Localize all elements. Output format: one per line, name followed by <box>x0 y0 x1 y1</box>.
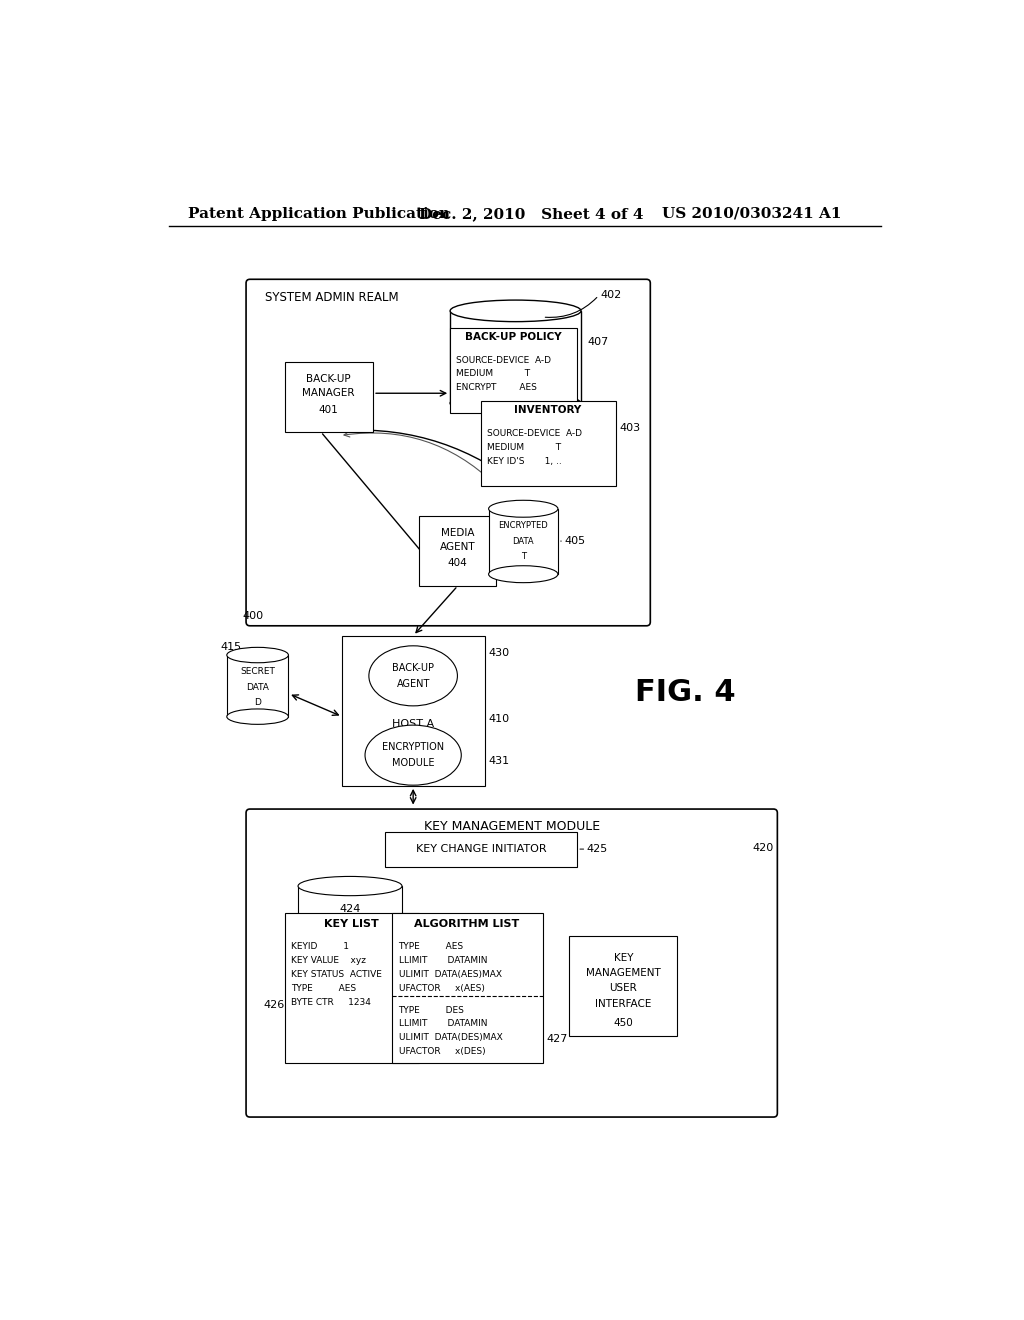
Text: DATA: DATA <box>246 682 269 692</box>
Text: BYTE CTR     1234: BYTE CTR 1234 <box>291 998 371 1007</box>
Text: UFACTOR     x(DES): UFACTOR x(DES) <box>398 1047 485 1056</box>
Bar <box>392 913 543 1063</box>
Bar <box>226 655 289 717</box>
Text: MANAGER: MANAGER <box>302 388 354 399</box>
Text: KEY STATUS  ACTIVE: KEY STATUS ACTIVE <box>291 970 382 979</box>
Text: 426: 426 <box>263 1001 285 1010</box>
Text: D: D <box>254 698 261 708</box>
FancyBboxPatch shape <box>246 280 650 626</box>
Text: ENCRYPTED: ENCRYPTED <box>499 521 548 531</box>
Text: SOURCE-DEVICE  A-D: SOURCE-DEVICE A-D <box>457 355 551 364</box>
Bar <box>481 401 615 486</box>
Text: 405: 405 <box>564 536 585 546</box>
Text: INTERFACE: INTERFACE <box>595 999 651 1008</box>
Text: 420: 420 <box>752 842 773 853</box>
Text: KEY LIST: KEY LIST <box>325 919 379 929</box>
Text: 407: 407 <box>587 337 608 347</box>
Text: USER: USER <box>609 983 637 994</box>
Bar <box>488 508 558 574</box>
Text: AGENT: AGENT <box>440 543 475 552</box>
Text: INVENTORY: INVENTORY <box>514 405 582 416</box>
Text: 403: 403 <box>620 422 641 433</box>
Text: TYPE         AES: TYPE AES <box>291 983 356 993</box>
Text: MEDIA: MEDIA <box>441 528 474 539</box>
Text: DATA: DATA <box>512 537 535 545</box>
Text: Dec. 2, 2010   Sheet 4 of 4: Dec. 2, 2010 Sheet 4 of 4 <box>419 207 644 220</box>
Ellipse shape <box>488 500 558 517</box>
Bar <box>285 363 373 432</box>
Text: KEY MANAGEMENT MODULE: KEY MANAGEMENT MODULE <box>424 820 600 833</box>
Text: 424: 424 <box>339 904 360 915</box>
Text: LLIMIT       DATAMIN: LLIMIT DATAMIN <box>398 1019 487 1028</box>
Text: 404: 404 <box>447 557 468 568</box>
Text: 402: 402 <box>600 290 622 301</box>
Text: ULIMIT  DATA(DES)MAX: ULIMIT DATA(DES)MAX <box>398 1034 502 1043</box>
Text: BACK-UP: BACK-UP <box>306 375 351 384</box>
Text: US 2010/0303241 A1: US 2010/0303241 A1 <box>662 207 842 220</box>
Text: Patent Application Publication: Patent Application Publication <box>188 207 451 220</box>
Text: SOURCE-DEVICE  A-D: SOURCE-DEVICE A-D <box>487 429 582 438</box>
Text: ENCRYPTION: ENCRYPTION <box>382 742 444 752</box>
Text: BACK-UP POLICY: BACK-UP POLICY <box>465 333 561 342</box>
Ellipse shape <box>451 300 581 322</box>
Ellipse shape <box>298 876 402 896</box>
Bar <box>385 832 578 867</box>
Text: ALGORITHM LIST: ALGORITHM LIST <box>415 919 519 929</box>
Text: MEDIUM           T: MEDIUM T <box>457 370 530 379</box>
Text: ENCRYPT        AES: ENCRYPT AES <box>457 383 538 392</box>
Text: 427: 427 <box>547 1034 567 1044</box>
Text: T: T <box>521 552 525 561</box>
Text: BACK-UP: BACK-UP <box>392 663 434 673</box>
Text: MANAGEMENT: MANAGEMENT <box>586 968 660 978</box>
Text: UFACTOR     x(AES): UFACTOR x(AES) <box>398 983 484 993</box>
Text: 431: 431 <box>488 756 510 767</box>
Text: KEY VALUE    xyz: KEY VALUE xyz <box>291 956 366 965</box>
Text: 430: 430 <box>488 648 510 657</box>
Bar <box>285 913 419 1063</box>
Ellipse shape <box>365 725 461 785</box>
Text: TYPE         AES: TYPE AES <box>398 942 464 952</box>
Bar <box>451 327 578 412</box>
Text: FIG. 4: FIG. 4 <box>635 677 735 706</box>
Text: KEY CHANGE INITIATOR: KEY CHANGE INITIATOR <box>416 843 546 854</box>
Bar <box>419 516 497 586</box>
Text: HOST A: HOST A <box>392 719 434 730</box>
Text: KEYID         1: KEYID 1 <box>291 942 349 952</box>
Bar <box>298 886 402 932</box>
Text: ULIMIT  DATA(AES)MAX: ULIMIT DATA(AES)MAX <box>398 970 502 979</box>
Text: 415: 415 <box>220 643 242 652</box>
Ellipse shape <box>226 647 289 663</box>
Text: SYSTEM ADMIN REALM: SYSTEM ADMIN REALM <box>265 290 399 304</box>
Bar <box>569 936 677 1036</box>
Text: MEDIUM           T: MEDIUM T <box>487 442 561 451</box>
Text: MODULE: MODULE <box>392 758 434 768</box>
Text: 400: 400 <box>243 611 263 620</box>
Text: SECRET: SECRET <box>241 668 275 676</box>
Ellipse shape <box>488 566 558 582</box>
Text: KEY: KEY <box>613 953 633 962</box>
FancyBboxPatch shape <box>246 809 777 1117</box>
Ellipse shape <box>369 645 458 706</box>
Ellipse shape <box>451 392 581 414</box>
Ellipse shape <box>298 923 402 942</box>
Text: KEY ID'S       1, ..: KEY ID'S 1, .. <box>487 457 562 466</box>
Text: 425: 425 <box>587 843 607 854</box>
Text: 401: 401 <box>318 405 338 416</box>
Bar <box>451 312 581 404</box>
Text: 410: 410 <box>488 714 510 723</box>
Text: AGENT: AGENT <box>396 678 430 689</box>
Text: 450: 450 <box>613 1018 633 1028</box>
Text: TYPE         DES: TYPE DES <box>398 1006 465 1015</box>
Text: LLIMIT       DATAMIN: LLIMIT DATAMIN <box>398 956 487 965</box>
Ellipse shape <box>226 709 289 725</box>
Bar <box>342 636 484 785</box>
